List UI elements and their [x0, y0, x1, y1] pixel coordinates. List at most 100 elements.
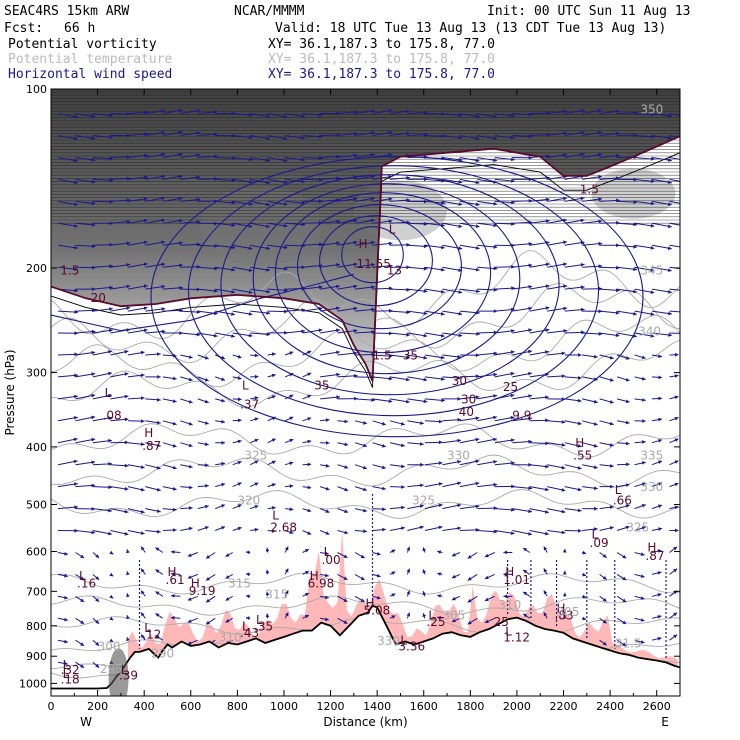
wind-vector	[669, 244, 680, 248]
wind-vector-head	[484, 597, 489, 602]
wind-vector-head	[144, 175, 148, 180]
y-tick-label: 1000	[19, 677, 47, 690]
wind-vector-head	[363, 529, 367, 534]
wind-vector-head	[126, 593, 130, 598]
wind-vector-head	[616, 220, 620, 225]
wind-vector-head	[64, 595, 68, 600]
wind-vector-head	[272, 529, 276, 533]
wind-vector-head	[188, 377, 193, 382]
wind-vector-head	[523, 591, 528, 596]
wind-vector-head	[528, 220, 533, 225]
wind-vector-head	[248, 224, 253, 228]
wind-vector-head	[493, 330, 498, 335]
wind-vector-head	[441, 134, 445, 139]
wind-vector-head	[73, 416, 78, 420]
wind-vector-head	[73, 136, 78, 141]
wind-vector-head	[615, 153, 620, 158]
wind-vector-head	[475, 136, 480, 141]
wind-vector-head	[594, 506, 598, 511]
wind-vector-head	[221, 377, 225, 381]
wind-vector-head	[245, 594, 250, 599]
wind-vector-head	[336, 284, 340, 289]
wind-vector-head	[371, 285, 375, 289]
wind-vector-head	[633, 267, 637, 272]
wind-vector-head	[91, 329, 96, 334]
wind-vector-head	[441, 201, 445, 205]
wind-vector-head	[271, 395, 276, 399]
wind-vector-head	[289, 416, 294, 421]
wind-vector-head	[609, 355, 614, 360]
wind-vector	[669, 178, 680, 182]
wind-vector-head	[178, 152, 183, 157]
wind-vector-head	[155, 591, 160, 595]
wind-vector-head	[307, 531, 312, 535]
wind-vector-head	[493, 245, 498, 249]
wind-vector-head	[642, 398, 646, 402]
wind-vector-head	[658, 354, 662, 358]
wind-vector-head	[475, 395, 480, 400]
wind-vector-head	[173, 353, 177, 358]
wind-vector-head	[284, 288, 288, 293]
extremum-value: .12	[142, 627, 161, 641]
wind-vector-head	[221, 482, 225, 487]
wind-vector-head	[578, 353, 582, 357]
wind-vector-head	[668, 333, 672, 337]
wind-vector-head	[593, 486, 598, 491]
wind-vector-head	[363, 420, 367, 425]
wind-vector-head	[371, 153, 375, 157]
wind-vector-head	[221, 461, 225, 466]
theta-contour-label: 315	[228, 577, 251, 591]
wind-vector-head	[271, 352, 276, 357]
wind-vector	[669, 222, 680, 226]
wind-vector-head	[171, 594, 175, 598]
wind-vector-head	[231, 312, 235, 316]
plot-frame	[50, 88, 681, 697]
wind-vector-head	[423, 289, 428, 293]
wind-vector-head	[353, 197, 358, 201]
wind-vector-head	[353, 110, 358, 114]
theta-contour-label: 330	[377, 634, 400, 648]
wind-vector-head	[187, 619, 192, 623]
wind-vector-head	[658, 417, 662, 422]
wind-vector-head	[344, 487, 349, 492]
wind-vector-head	[451, 596, 456, 601]
wind-vector-head	[561, 443, 566, 447]
wind-vector-head	[289, 530, 294, 534]
wind-vector-head	[493, 287, 498, 292]
extremum-value: 13	[387, 263, 402, 277]
wind-vector-head	[674, 482, 679, 487]
wind-vector-head	[126, 284, 131, 289]
wind-vector-head	[475, 267, 480, 272]
wind-vector-head	[423, 222, 428, 226]
wind-vector-head	[674, 438, 679, 442]
wind-vector-head	[161, 284, 166, 289]
wind-vector-head	[231, 245, 236, 250]
wind-vector-head	[284, 309, 288, 314]
wind-vector-head	[475, 416, 480, 421]
wind-vector-head	[388, 286, 393, 291]
wind-vector-head	[172, 443, 177, 448]
wind-vector-head	[563, 284, 567, 289]
wind-vector-head	[266, 289, 270, 294]
wind-vector-head	[225, 575, 230, 579]
wind-vector-head	[204, 377, 209, 382]
wind-vector-head	[205, 463, 209, 467]
wind-vector-head	[582, 572, 587, 577]
wind-vector-head	[685, 115, 689, 119]
wind-vector-head	[109, 638, 114, 642]
theta-contour-label: 325	[244, 449, 267, 463]
wind-vector-head	[336, 154, 341, 159]
wind-vector-head	[283, 266, 288, 271]
wind-vector-head	[95, 576, 100, 580]
wind-vector-head	[188, 421, 193, 426]
wind-vector-head	[301, 179, 305, 184]
wind-vector-head	[561, 351, 566, 356]
theta-contour-label: 310	[498, 598, 521, 612]
wind-vector-head	[493, 482, 498, 487]
wind-vector-head	[91, 350, 96, 355]
wind-vector-head	[109, 264, 113, 269]
wind-vector-head	[371, 263, 375, 267]
theta-contour-label: 310	[219, 631, 242, 645]
extremum-marker: L	[272, 509, 279, 523]
wind-vector-head	[458, 202, 463, 206]
